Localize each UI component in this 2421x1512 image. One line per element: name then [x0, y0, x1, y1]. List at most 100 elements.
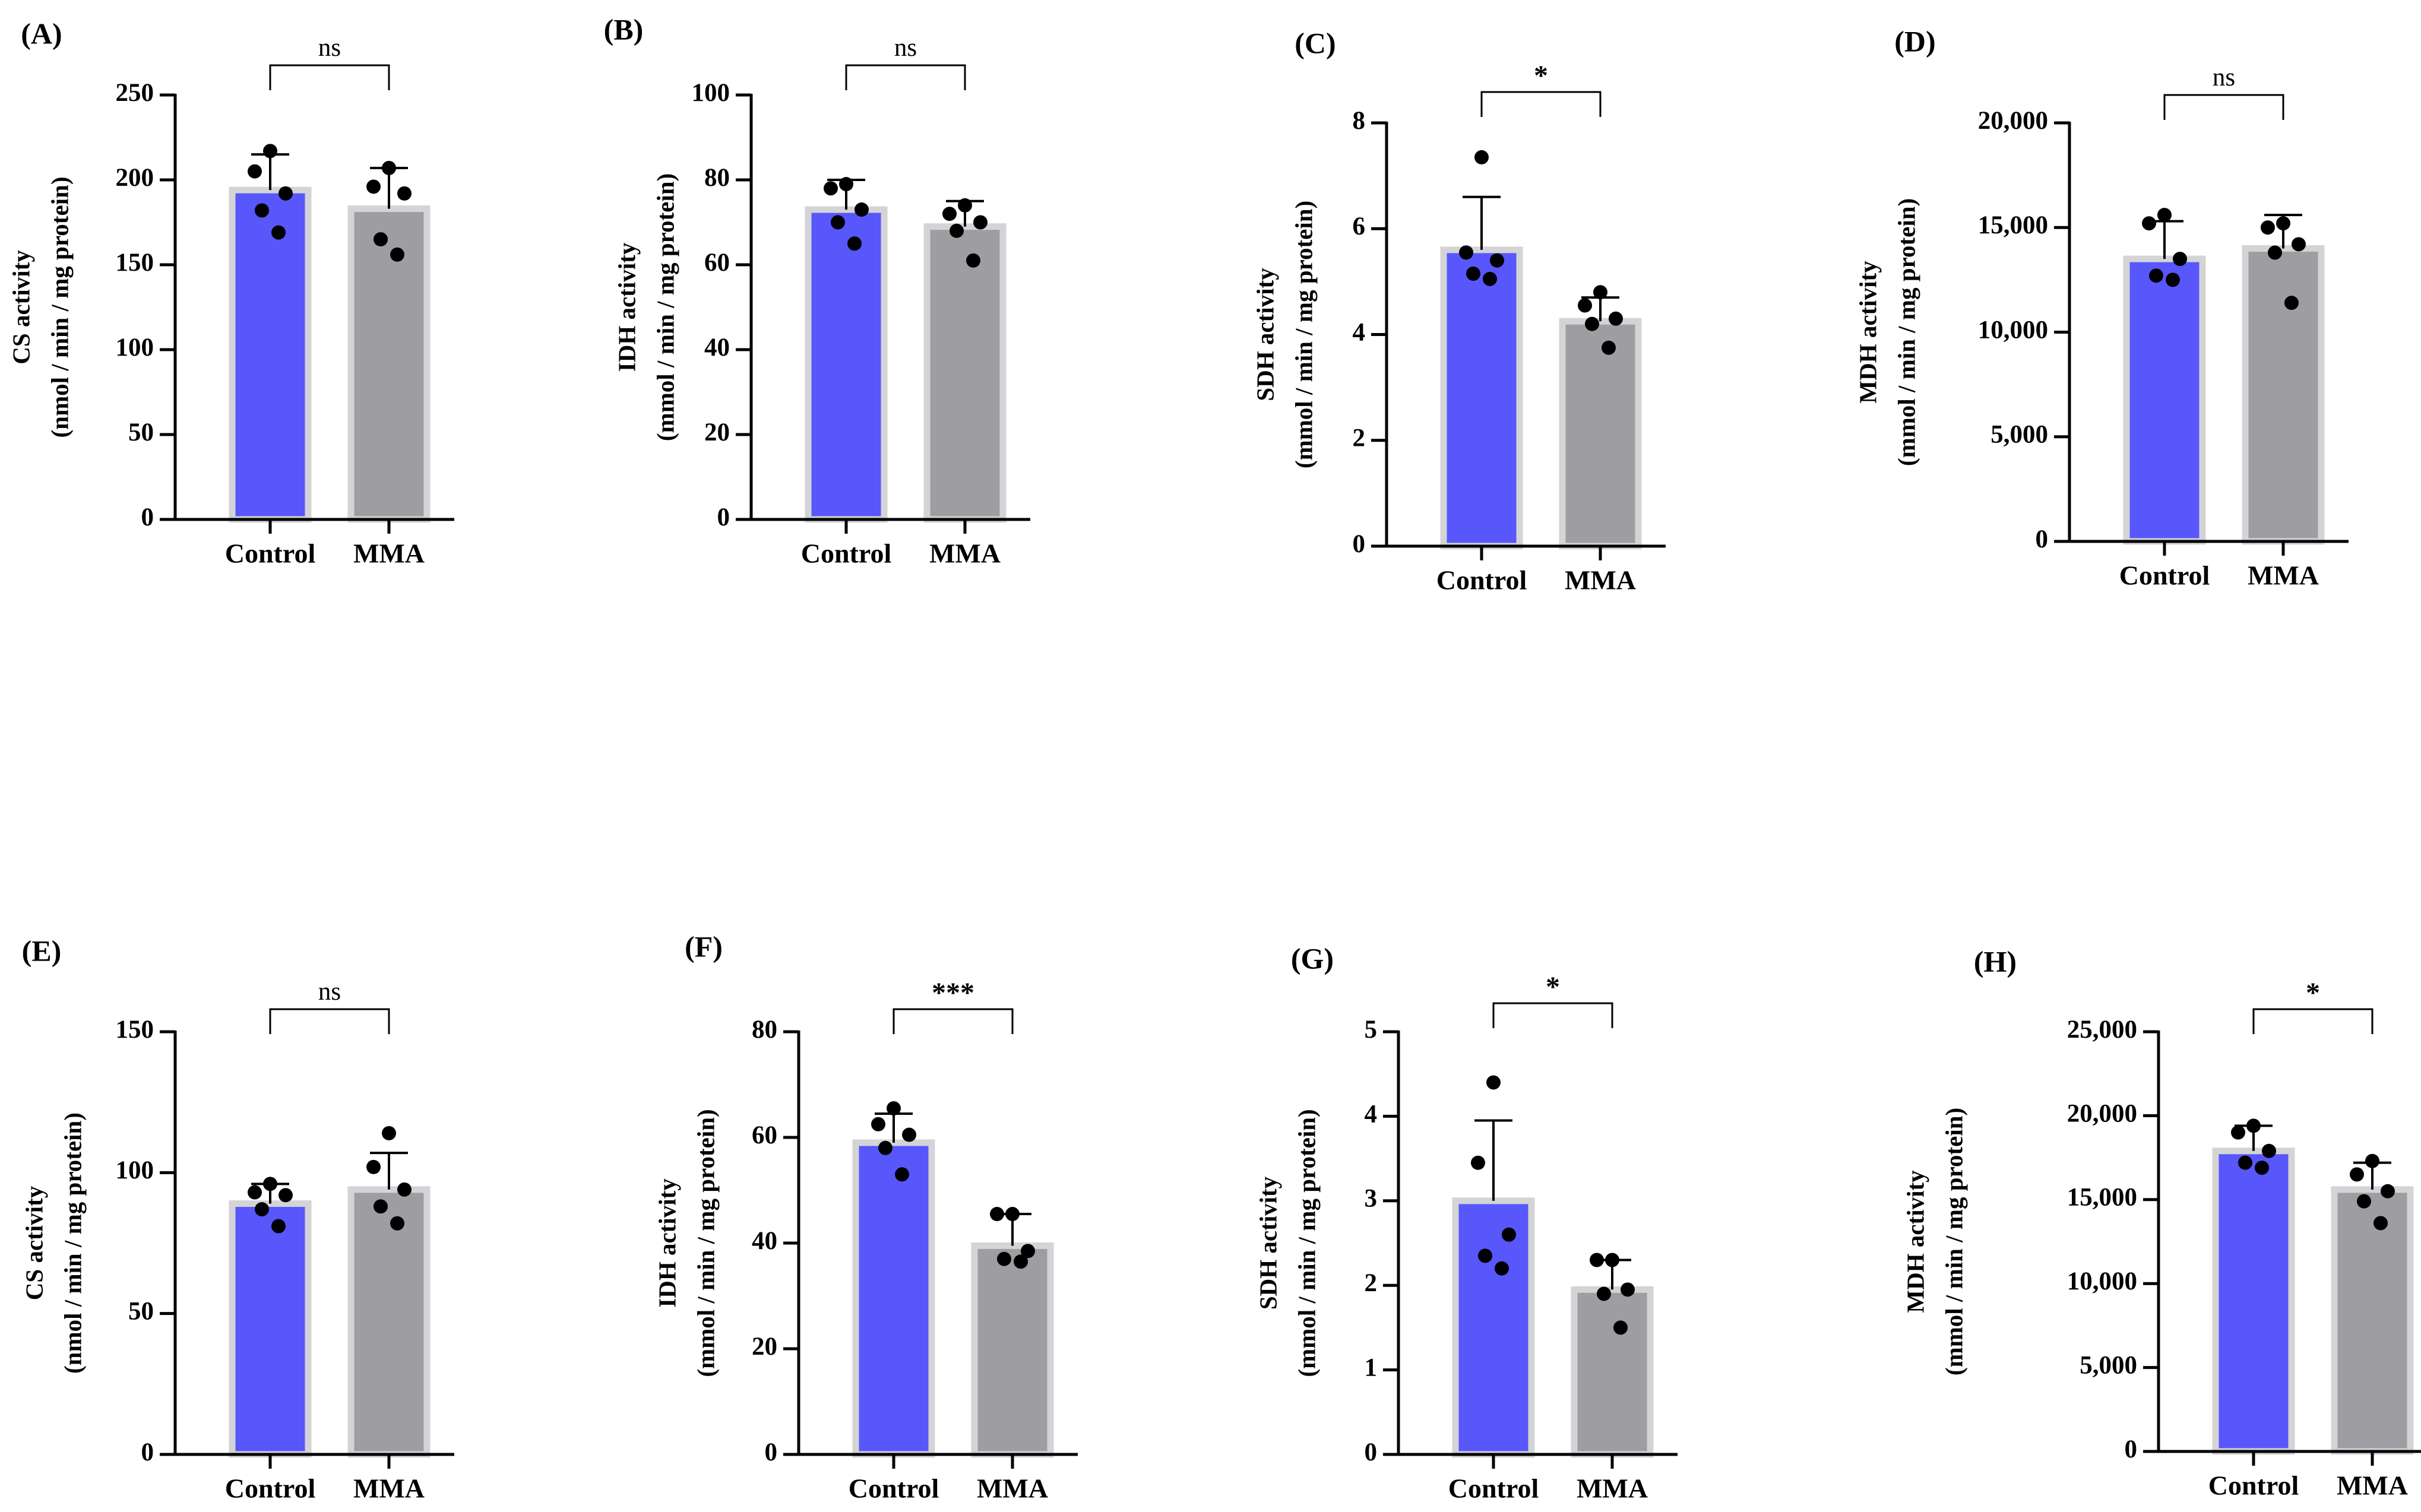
data-point: [1466, 267, 1480, 281]
y-tick-label: 20: [704, 419, 730, 446]
x-tick-label: Control: [225, 1473, 316, 1504]
data-point: [973, 215, 988, 230]
y-tick-label: 20: [752, 1333, 777, 1361]
bar-mma: [2242, 245, 2325, 545]
bar-mma: [2331, 1186, 2414, 1455]
y-axis-units: (mmol / min / mg protein): [1293, 1109, 1320, 1377]
data-point: [878, 1140, 893, 1155]
data-point: [2142, 216, 2156, 231]
y-axis-title: IDH activity: [653, 1178, 681, 1308]
y-tick-label: 100: [692, 79, 730, 107]
data-point: [271, 225, 286, 240]
data-point: [1502, 1227, 1516, 1242]
data-point: [824, 181, 838, 196]
data-point: [248, 164, 262, 179]
bar-mma: [347, 205, 431, 523]
y-tick-label: 150: [116, 1016, 154, 1044]
y-tick-label: 0: [717, 503, 730, 531]
data-point: [839, 177, 853, 192]
y-axis-units: (mmol / min / mg protein): [1290, 201, 1317, 468]
data-point: [374, 232, 388, 247]
data-point: [2173, 252, 2187, 267]
data-point: [1483, 271, 1497, 286]
data-point: [2255, 1161, 2269, 1175]
data-point: [1495, 1261, 1509, 1276]
data-point: [1478, 1248, 1492, 1263]
x-tick-label: Control: [1436, 565, 1527, 595]
data-point: [1490, 253, 1504, 268]
y-tick-label: 25,000: [2067, 1016, 2137, 1044]
y-tick-label: 0: [2125, 1435, 2138, 1463]
data-point: [2365, 1153, 2379, 1168]
bar-control: [229, 186, 312, 523]
data-point: [279, 186, 293, 201]
y-tick-label: 2: [1353, 424, 1366, 452]
data-point: [1590, 1253, 1604, 1267]
significance-bracket: [845, 64, 966, 90]
y-tick-label: 5: [1365, 1016, 1378, 1044]
bar-control: [2123, 255, 2206, 545]
bar-control: [805, 206, 888, 523]
data-point: [397, 186, 412, 201]
chart-panel-5: (E) CS activity (nmol / min / mg protein) 0…: [20, 934, 454, 1504]
significance-label: ***: [932, 977, 974, 1009]
y-tick-label: 5,000: [2080, 1351, 2137, 1379]
x-tick-label: MMA: [353, 538, 425, 569]
data-point: [990, 1207, 1004, 1222]
y-tick-label: 50: [128, 1298, 154, 1326]
y-tick-label: 3: [1365, 1185, 1378, 1213]
y-tick-label: 40: [704, 334, 730, 362]
data-point: [1597, 1286, 1611, 1301]
y-tick-label: 60: [704, 249, 730, 277]
bar-mma: [1559, 318, 1642, 550]
chart-panel-6: (F) IDH activity (mmol / min / mg protein)…: [653, 930, 1078, 1504]
significance-bracket: [269, 64, 390, 90]
y-axis-units: (mmol / min / mg protein): [651, 173, 679, 441]
x-tick-label: Control: [849, 1473, 939, 1504]
data-point: [2284, 296, 2299, 310]
y-tick-label: 50: [128, 419, 154, 446]
data-point: [950, 223, 964, 238]
data-point: [1486, 1075, 1501, 1090]
bar-control: [229, 1200, 312, 1458]
y-tick-label: 15,000: [2067, 1184, 2137, 1212]
data-point: [1621, 1282, 1635, 1297]
panel-label: (H): [1974, 944, 2017, 978]
panel-label: (D): [1894, 24, 1935, 58]
significance-label: ns: [318, 34, 341, 62]
data-point: [2262, 1143, 2276, 1158]
significance-label: *: [1546, 971, 1560, 1003]
x-tick-label: MMA: [977, 1473, 1048, 1504]
data-point: [271, 1219, 286, 1234]
data-point: [366, 1159, 381, 1174]
y-tick-label: 250: [116, 79, 154, 107]
y-tick-label: 60: [752, 1121, 777, 1149]
bar-control: [1440, 246, 1523, 550]
x-tick-label: Control: [1448, 1473, 1539, 1504]
significance-bracket: [1492, 1002, 1613, 1028]
data-point: [382, 160, 396, 175]
chart-panel-1: (A) CS activity (nmol / min / mg protein) 0…: [7, 17, 454, 569]
y-tick-label: 10,000: [2067, 1267, 2137, 1295]
data-point: [366, 179, 381, 194]
y-tick-label: 150: [116, 249, 154, 277]
data-point: [2268, 245, 2282, 260]
y-axis-units: (mmol / min / mg protein): [1893, 198, 1920, 466]
panel-label: (G): [1291, 942, 1334, 975]
bar-mma: [971, 1242, 1054, 1458]
y-tick-label: 1: [1365, 1353, 1378, 1381]
x-tick-label: MMA: [1577, 1473, 1648, 1504]
data-point: [997, 1251, 1011, 1266]
x-tick-label: Control: [2119, 560, 2210, 591]
y-axis-title: SDH activity: [1254, 1176, 1281, 1310]
y-tick-label: 10,000: [1978, 316, 2048, 344]
bar-mma: [347, 1186, 431, 1458]
data-point: [2231, 1125, 2245, 1140]
data-point: [855, 202, 869, 217]
y-tick-label: 0: [141, 503, 154, 531]
y-tick-label: 4: [1365, 1100, 1378, 1128]
data-point: [2157, 208, 2172, 223]
data-point: [1593, 285, 1607, 300]
data-point: [942, 207, 957, 221]
